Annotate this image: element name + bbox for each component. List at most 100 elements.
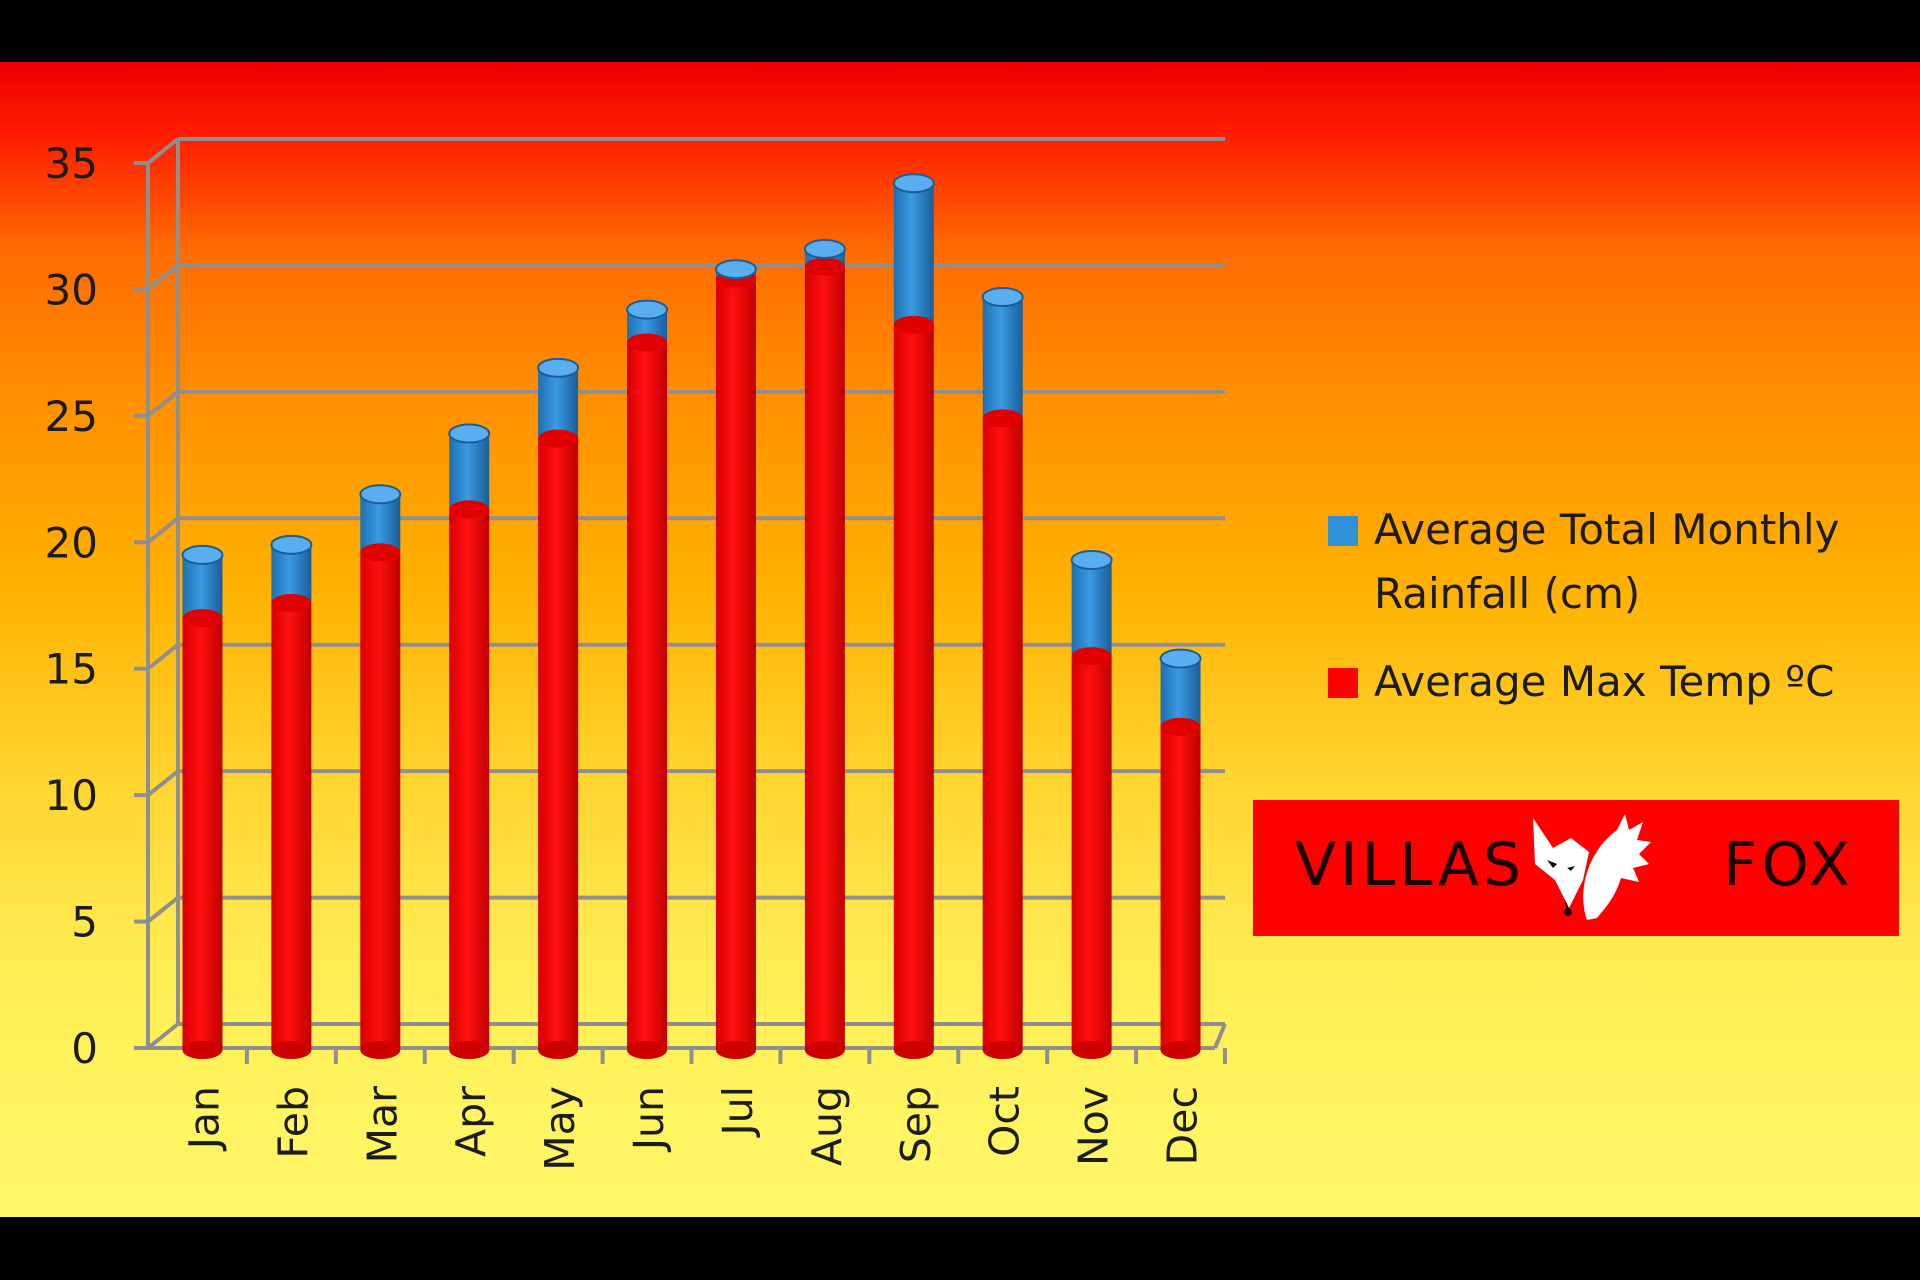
gridline-connector xyxy=(146,769,180,797)
bar-rainfall-dec xyxy=(1160,658,1201,727)
bar-temperature-aug xyxy=(804,266,845,1051)
bar-top xyxy=(537,357,580,378)
x-tick-label-feb: Feb xyxy=(269,1086,317,1159)
bar-base xyxy=(360,1041,401,1059)
bar-top xyxy=(270,534,313,555)
legend: Average Total Monthly Rainfall (cm) Aver… xyxy=(1328,498,1888,714)
bar-base xyxy=(1071,1041,1112,1059)
legend-label-rainfall: Average Total Monthly Rainfall (cm) xyxy=(1374,505,1840,618)
y-tick-label: 0 xyxy=(71,1024,98,1073)
bar-top xyxy=(181,544,224,565)
bar-temperature-mar xyxy=(360,552,401,1050)
bar-base xyxy=(182,1041,223,1059)
bar-top xyxy=(803,238,846,259)
bar-temperature-may xyxy=(538,438,579,1051)
villas-fox-logo: VILLAS FOX xyxy=(1253,800,1899,936)
bar-joint xyxy=(1071,647,1112,666)
y-tick-label: 15 xyxy=(45,645,98,694)
bar-joint xyxy=(271,593,312,612)
bar-joint xyxy=(360,543,401,562)
y-tick-label: 20 xyxy=(45,518,98,567)
y-tick-label: 30 xyxy=(45,265,98,314)
bar-rainfall-apr xyxy=(449,433,490,510)
bar-temperature-feb xyxy=(271,602,312,1050)
gridline-connector xyxy=(146,643,180,671)
bar-joint xyxy=(893,315,934,334)
x-tick-label-apr: Apr xyxy=(447,1086,495,1157)
y-tick-label: 25 xyxy=(45,392,98,441)
bar-top xyxy=(359,484,402,505)
x-axis-ticks: Jan Feb Mar Apr May Jun Jul Aug Sep Oct Nov Dec xyxy=(180,1086,1206,1171)
x-tick-label-sep: Sep xyxy=(892,1086,940,1163)
gridline-connector xyxy=(146,390,180,418)
x-tick-label-jun: Jun xyxy=(625,1086,673,1153)
gridlines xyxy=(146,137,1225,1050)
gridline-connector xyxy=(146,1022,180,1050)
bar-joint xyxy=(449,500,490,519)
x-tick-label-mar: Mar xyxy=(358,1086,406,1163)
legend-label-temperature: Average Max Temp ºC xyxy=(1374,657,1835,706)
bar-joint xyxy=(982,409,1023,428)
gridline-connector xyxy=(146,263,180,291)
bar-joint xyxy=(627,333,668,352)
bar-rainfall-nov xyxy=(1071,559,1112,657)
bars xyxy=(181,173,1202,1059)
bar-joint xyxy=(1160,717,1201,736)
gridline-connector xyxy=(146,516,180,544)
fox-logo-icon xyxy=(1533,814,1651,920)
y-tick-label: 5 xyxy=(71,898,98,947)
bar-rainfall-sep xyxy=(893,183,934,325)
x-axis-end xyxy=(1213,1023,1227,1049)
bar-base xyxy=(804,1041,845,1059)
y-axis-ticks: 0 5 10 15 20 25 30 35 xyxy=(45,139,98,1073)
y-tick-label: 35 xyxy=(45,139,98,188)
bar-temperature-jul xyxy=(715,279,756,1050)
bar-base xyxy=(271,1041,312,1059)
bar-rainfall-jan xyxy=(182,554,223,619)
bar-temperature-oct xyxy=(982,418,1023,1050)
bar-rainfall-oct xyxy=(982,297,1023,419)
bar-base xyxy=(627,1041,668,1059)
bar-top xyxy=(626,299,669,320)
bar-base xyxy=(715,1041,756,1059)
bar-rainfall-may xyxy=(538,367,579,439)
logo-word-villas: VILLAS xyxy=(1295,830,1526,900)
bar-top xyxy=(1159,648,1202,669)
bar-temperature-jan xyxy=(182,618,223,1050)
bar-joint xyxy=(182,609,223,628)
bar-temperature-dec xyxy=(1160,726,1201,1050)
bar-base xyxy=(982,1041,1023,1059)
y-tick-label: 10 xyxy=(45,771,98,820)
bar-top xyxy=(714,259,757,280)
bar-top xyxy=(448,423,491,444)
logo-word-fox: FOX xyxy=(1723,830,1855,900)
bar-temperature-sep xyxy=(893,324,934,1050)
bar-top xyxy=(892,173,935,194)
gridline-connector xyxy=(146,896,180,924)
bar-temperature-jun xyxy=(627,342,668,1050)
bar-base xyxy=(1160,1041,1201,1059)
bar-temperature-apr xyxy=(449,509,490,1050)
x-tick-label-aug: Aug xyxy=(803,1086,851,1166)
legend-item-temperature: Average Max Temp ºC xyxy=(1328,650,1888,714)
bar-joint xyxy=(538,429,579,448)
bar-top xyxy=(981,287,1024,308)
x-tick-label-nov: Nov xyxy=(1070,1086,1118,1166)
gridline-connector xyxy=(146,137,180,165)
x-tick-label-dec: Dec xyxy=(1159,1086,1207,1165)
bar-base xyxy=(893,1041,934,1059)
bar-joint xyxy=(804,257,845,276)
bar-base xyxy=(538,1041,579,1059)
bar-temperature-nov xyxy=(1071,656,1112,1050)
x-tick-label-jan: Jan xyxy=(180,1086,228,1152)
axes xyxy=(134,139,1227,1064)
x-tick-label-jul: Jul xyxy=(714,1086,762,1138)
bar-base xyxy=(449,1041,490,1059)
legend-swatch-temperature xyxy=(1328,668,1358,698)
legend-item-rainfall: Average Total Monthly Rainfall (cm) xyxy=(1328,498,1888,626)
x-tick-label-may: May xyxy=(536,1086,584,1171)
x-tick-label-oct: Oct xyxy=(981,1086,1029,1157)
legend-swatch-rainfall xyxy=(1328,516,1358,546)
bar-top xyxy=(1070,549,1113,570)
